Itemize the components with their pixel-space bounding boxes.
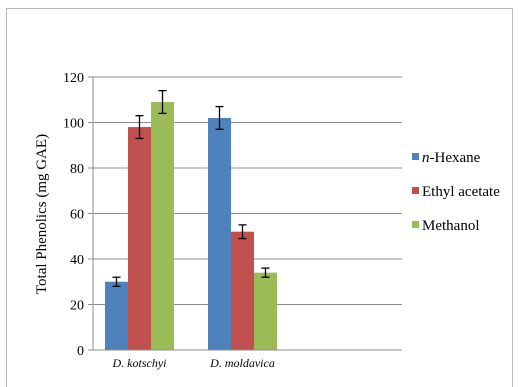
y-tick-label: 80 — [70, 162, 84, 177]
legend-label: Ethyl acetate — [422, 184, 500, 200]
legend-swatch — [412, 153, 419, 160]
legend: n-Hexane Ethyl acetate Methanol — [412, 150, 500, 234]
legend-swatch — [412, 187, 419, 194]
bar — [231, 231, 254, 350]
bar — [208, 117, 231, 350]
bar — [151, 102, 174, 351]
legend-label: Methanol — [422, 218, 480, 234]
y-tick-label: 100 — [63, 117, 84, 132]
y-tick-label: 60 — [70, 208, 84, 223]
bars — [105, 90, 277, 351]
x-category-label: D. kotschyi — [112, 356, 167, 370]
bar — [128, 127, 151, 350]
y-tick-label: 20 — [70, 299, 84, 314]
y-axis-label: Total Phenolics (mg GAE) — [34, 134, 50, 294]
bar — [254, 272, 277, 350]
legend-swatch — [412, 221, 419, 228]
y-axis-ticks: 0 20 40 60 80 100 120 — [63, 71, 93, 359]
y-tick-label: 120 — [63, 71, 84, 86]
chart-frame — [6, 8, 513, 387]
axes — [92, 77, 402, 351]
x-category-label: D. moldavica — [209, 356, 275, 370]
y-tick-label: 0 — [77, 344, 84, 359]
x-axis-categories: D. kotschyi D. moldavica — [112, 356, 275, 370]
legend-label: n-Hexane — [422, 150, 481, 166]
y-tick-label: 40 — [70, 253, 84, 268]
bar — [105, 281, 128, 350]
